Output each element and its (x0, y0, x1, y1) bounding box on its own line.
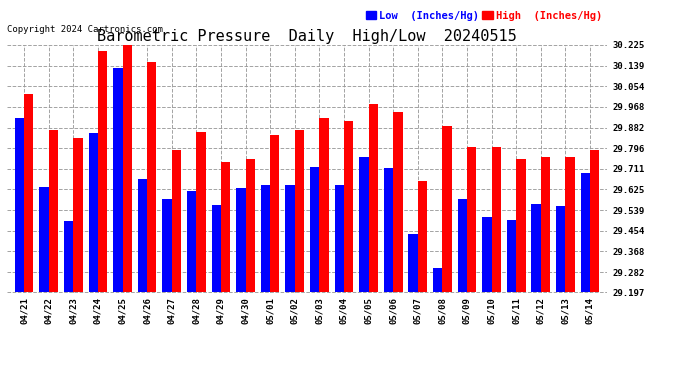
Bar (335, 184, 344, 292)
Bar (457, 199, 467, 292)
Bar (580, 172, 590, 292)
Bar (368, 104, 378, 292)
Bar (417, 181, 427, 292)
Bar (408, 234, 417, 292)
Bar (187, 190, 197, 292)
Bar (172, 150, 181, 292)
Bar (359, 157, 368, 292)
Bar (482, 217, 491, 292)
Bar (261, 184, 270, 292)
Legend: Low  (Inches/Hg), High  (Inches/Hg): Low (Inches/Hg), High (Inches/Hg) (366, 10, 602, 21)
Bar (39, 187, 49, 292)
Bar (138, 178, 147, 292)
Bar (147, 62, 157, 292)
Bar (565, 157, 575, 292)
Bar (221, 162, 230, 292)
Bar (433, 268, 442, 292)
Bar (295, 130, 304, 292)
Bar (24, 94, 34, 292)
Bar (590, 150, 600, 292)
Bar (236, 188, 246, 292)
Bar (310, 166, 319, 292)
Bar (49, 130, 58, 292)
Bar (507, 219, 516, 292)
Bar (491, 147, 501, 292)
Bar (64, 221, 73, 292)
Title: Barometric Pressure  Daily  High/Low  20240515: Barometric Pressure Daily High/Low 20240… (97, 29, 517, 44)
Bar (393, 112, 402, 292)
Bar (286, 184, 295, 292)
Bar (384, 168, 393, 292)
Bar (467, 147, 476, 292)
Bar (270, 135, 279, 292)
Bar (123, 40, 132, 292)
Bar (197, 132, 206, 292)
Bar (541, 157, 550, 292)
Bar (246, 159, 255, 292)
Bar (516, 159, 526, 292)
Bar (442, 126, 452, 292)
Bar (14, 118, 24, 292)
Text: Copyright 2024 Cartronics.com: Copyright 2024 Cartronics.com (7, 25, 163, 34)
Bar (556, 206, 565, 292)
Bar (212, 205, 221, 292)
Bar (344, 121, 353, 292)
Bar (88, 133, 98, 292)
Bar (531, 204, 541, 292)
Bar (113, 68, 123, 292)
Bar (319, 118, 328, 292)
Bar (73, 138, 83, 292)
Bar (98, 51, 107, 292)
Bar (162, 199, 172, 292)
